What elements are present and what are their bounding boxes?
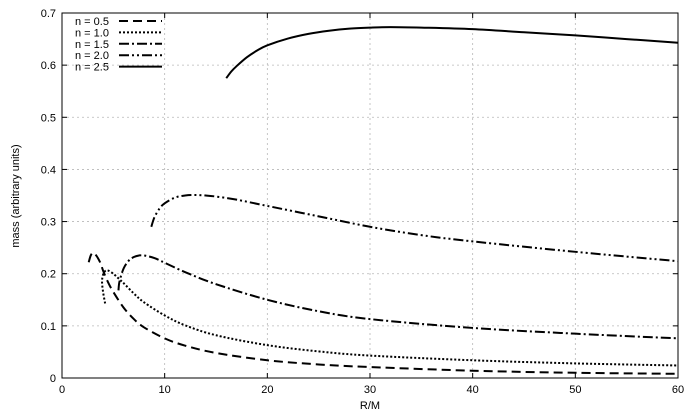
x-tick-label: 60	[672, 384, 684, 396]
y-tick-label: 0.1	[41, 321, 56, 333]
legend-label: n = 1.0	[75, 27, 109, 39]
x-axis-title: R/M	[360, 400, 380, 412]
series-curves	[87, 26, 679, 375]
x-tick-label: 20	[261, 384, 273, 396]
series-line-n-0-5	[87, 251, 679, 375]
x-tick-label: 30	[364, 384, 376, 396]
x-tick-label: 40	[467, 384, 479, 396]
x-tick-label: 50	[569, 384, 581, 396]
y-tick-label: 0.6	[41, 60, 56, 72]
series-line-n-1-0	[101, 269, 679, 367]
legend-label: n = 1.5	[75, 39, 109, 51]
x-tick-labels: 0 10 20 30 40 50 60	[59, 384, 684, 396]
series-line-n-2-5	[225, 26, 679, 79]
legend: n = 0.5n = 1.0n = 1.5n = 2.0n = 2.5	[75, 16, 162, 74]
y-tick-label: 0.7	[41, 8, 56, 20]
series-line-n-1-5	[117, 254, 679, 340]
grid-lines	[62, 13, 678, 378]
y-tick-label: 0.2	[41, 269, 56, 281]
y-tick-label: 0.3	[41, 217, 56, 229]
legend-label: n = 0.5	[75, 16, 109, 28]
x-tick-label: 0	[59, 384, 65, 396]
axis-ticks	[61, 12, 679, 379]
y-tick-label: 0.4	[41, 164, 56, 176]
y-tick-label: 0.5	[41, 112, 56, 124]
legend-label: n = 2.5	[75, 62, 109, 74]
x-tick-label: 10	[159, 384, 171, 396]
y-tick-label: 0	[50, 373, 56, 385]
legend-label: n = 2.0	[75, 50, 109, 62]
y-axis-title: mass (arbitrary units)	[10, 144, 22, 247]
y-tick-labels: 0 0.1 0.2 0.3 0.4 0.5 0.6 0.7	[41, 8, 56, 385]
series-line-n-2-0	[150, 193, 679, 263]
